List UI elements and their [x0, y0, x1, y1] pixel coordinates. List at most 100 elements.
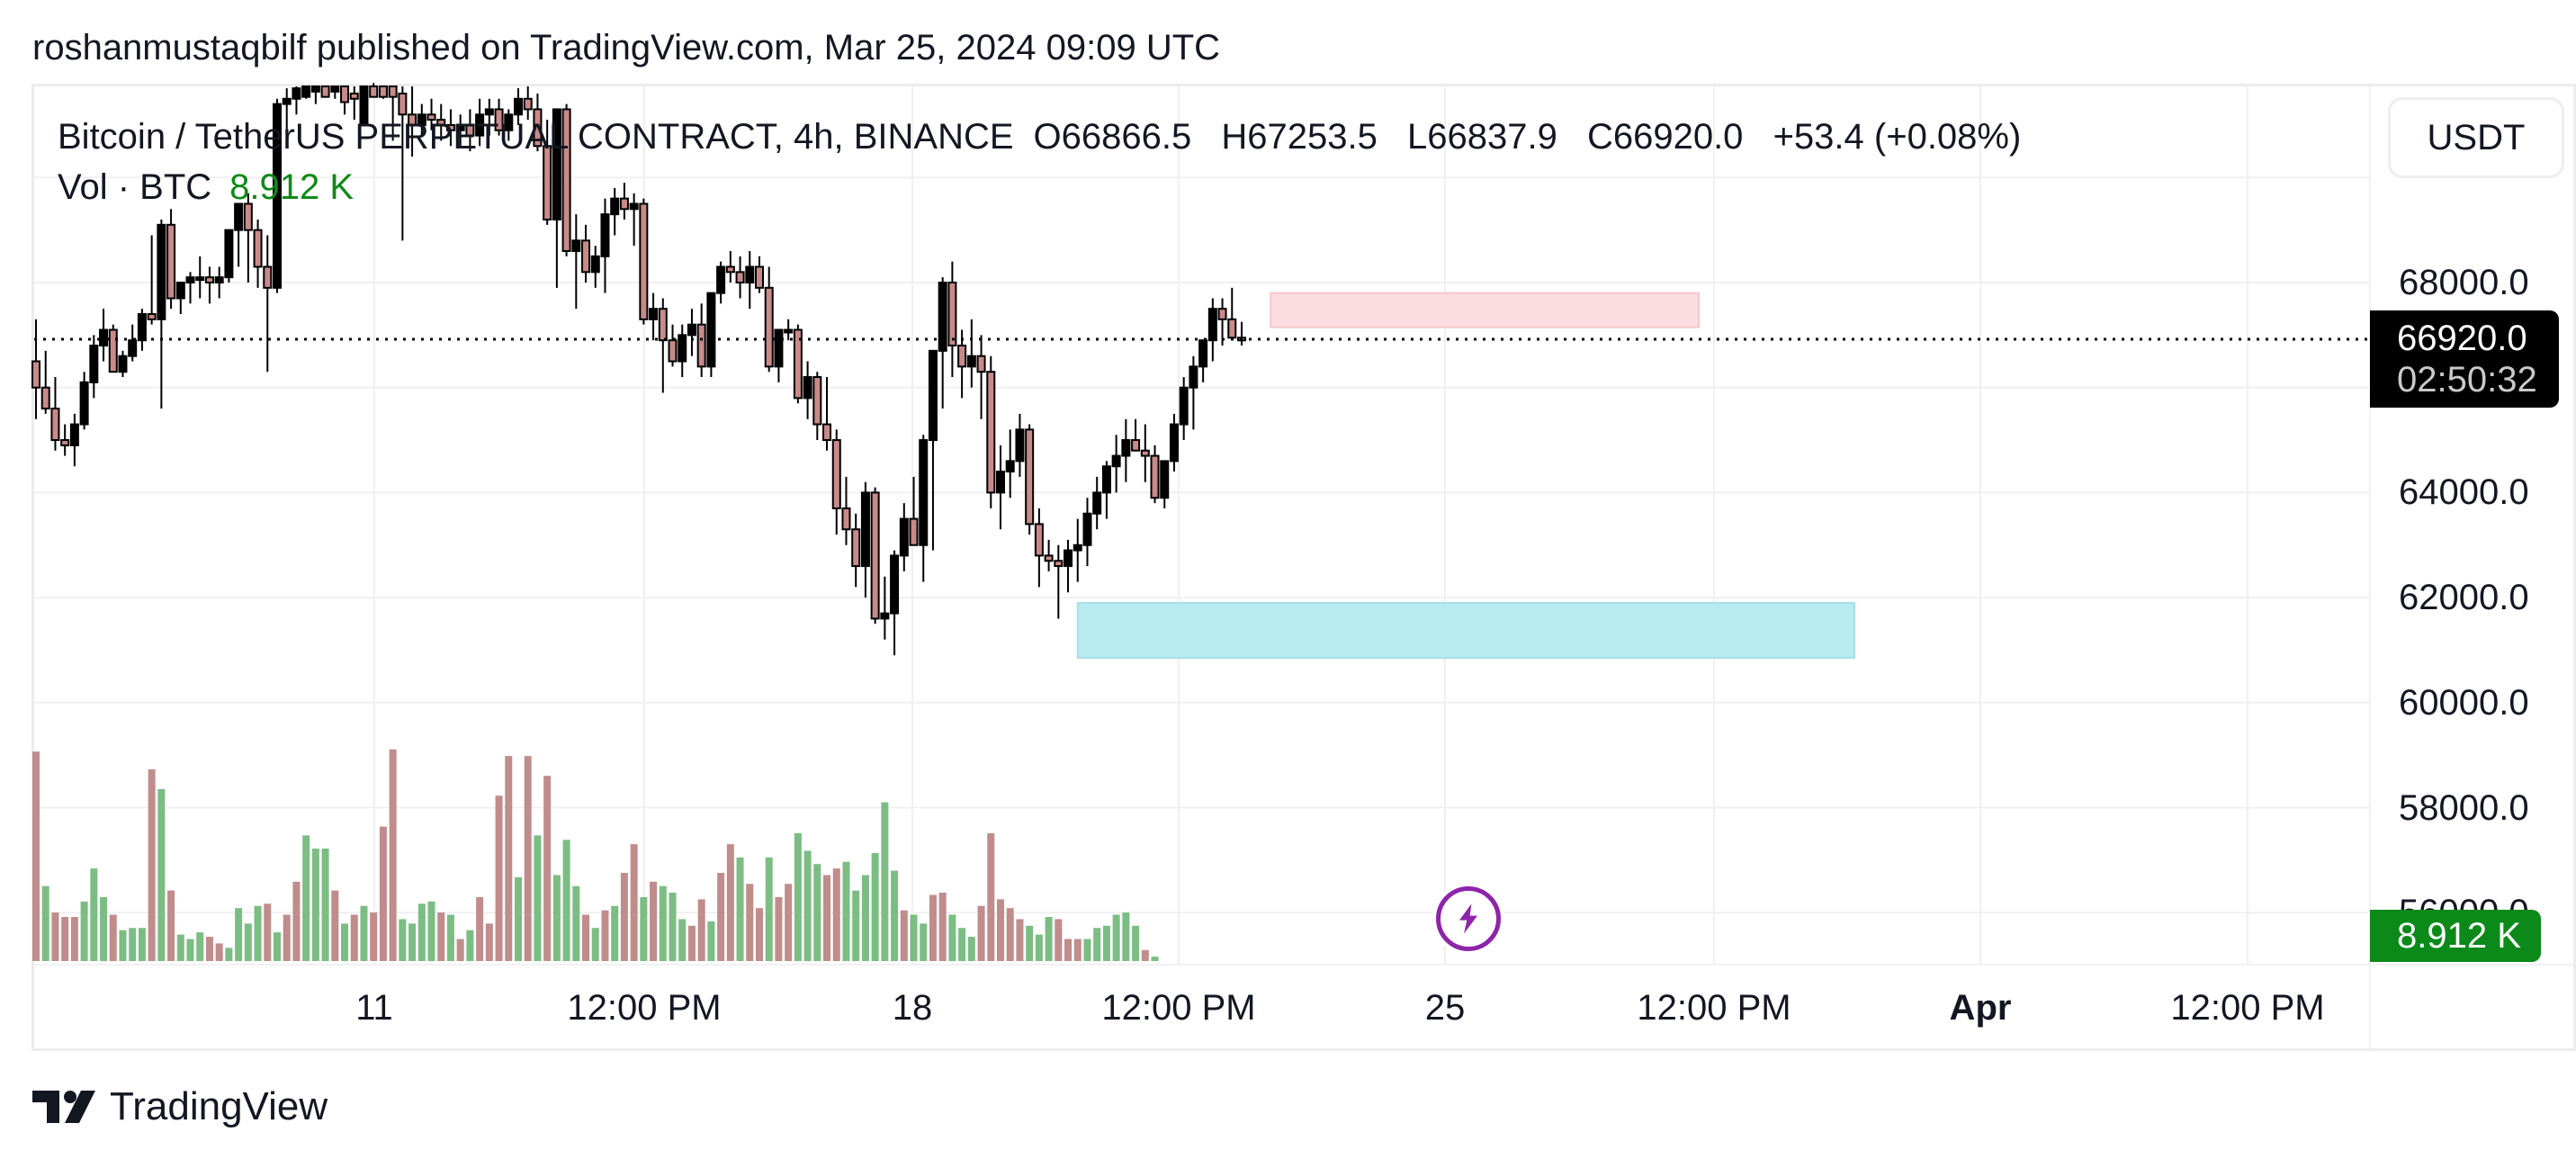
open-value: O66866.5	[1033, 117, 1192, 157]
time-tick: 12:00 PM	[1101, 988, 1256, 1028]
volume-bar	[910, 914, 918, 961]
candle-down	[349, 92, 359, 100]
candle-up	[157, 223, 166, 320]
volume-bar	[891, 870, 899, 961]
volume-bar	[505, 756, 513, 961]
candle-down	[40, 386, 50, 410]
candle-down	[320, 85, 330, 98]
candle-up	[1073, 544, 1082, 552]
candle-up	[774, 328, 784, 368]
candle-down	[986, 371, 996, 494]
volume-bar	[794, 832, 802, 961]
volume-bar	[756, 908, 763, 961]
candle-up	[1198, 339, 1208, 368]
volume-bar	[785, 884, 793, 961]
volume-bar	[341, 923, 349, 961]
candle-down	[812, 376, 822, 426]
time-tick: 12:00 PM	[567, 988, 722, 1028]
candle-down	[398, 92, 408, 116]
candle-up	[273, 103, 282, 289]
volume-bar	[997, 899, 1004, 961]
symbol-name[interactable]: Bitcoin / TetherUS PERPETUAL CONTRACT, 4…	[58, 117, 1014, 157]
candle-up	[745, 265, 755, 283]
candle-up	[175, 282, 185, 300]
volume-bar	[321, 849, 329, 961]
high-value: H67253.5	[1221, 117, 1378, 157]
volume-bar	[1073, 939, 1082, 961]
candle-up	[1005, 460, 1015, 473]
volume-bar	[659, 885, 667, 961]
volume-bar	[958, 928, 966, 961]
candle-down	[436, 119, 446, 126]
published-caption: roshanmustaqbilf published on TradingVie…	[32, 28, 1221, 67]
volume-bar	[1083, 939, 1091, 961]
volume-bar	[370, 912, 378, 961]
symbol-legend: Bitcoin / TetherUS PERPETUAL CONTRACT, 4…	[58, 115, 2021, 158]
volume-bar	[524, 756, 532, 961]
candle-up	[552, 108, 561, 220]
candle-up	[803, 376, 812, 400]
candle-down	[543, 145, 552, 220]
volume-bar	[389, 749, 397, 961]
candle-down	[735, 271, 745, 283]
volume-bar	[775, 896, 783, 961]
volume-bar	[408, 923, 417, 961]
volume-bar	[1006, 908, 1014, 961]
volume-bar	[186, 939, 194, 961]
volume-bar	[90, 868, 98, 961]
candle-down	[668, 339, 678, 363]
price-tick: 64000.0	[2399, 472, 2529, 513]
candle-up	[475, 113, 485, 137]
candle-down	[561, 108, 571, 252]
candle-down	[764, 286, 774, 368]
candle-down	[822, 423, 832, 442]
candle-up	[966, 355, 976, 368]
candle-down	[793, 328, 803, 400]
price-tick: 58000.0	[2399, 787, 2529, 828]
candle-up	[1160, 460, 1170, 499]
tradingview-logo[interactable]: TradingView	[32, 1084, 328, 1129]
volume-bar	[302, 835, 310, 961]
volume-bar	[311, 849, 319, 961]
candle-up	[1189, 365, 1198, 389]
chart-frame	[31, 84, 2576, 1051]
candle-down	[108, 328, 118, 373]
candle-down	[1131, 439, 1141, 452]
candle-up	[89, 345, 99, 383]
candle-down	[1044, 554, 1054, 562]
volume-bar	[650, 881, 658, 961]
candle-up	[504, 113, 514, 131]
volume-bar	[620, 873, 628, 961]
volume-bar	[813, 864, 821, 961]
candle-down	[696, 323, 706, 368]
candle-up	[590, 255, 600, 274]
volume-bar	[225, 948, 233, 961]
candle-up	[1111, 454, 1121, 468]
lightning-icon	[1459, 903, 1477, 934]
candle-up	[1064, 549, 1073, 568]
volume-bar	[938, 893, 947, 961]
candle-up	[1169, 423, 1179, 463]
volume-bar	[881, 802, 889, 961]
flash-button[interactable]	[1436, 886, 1501, 951]
volume-bar	[446, 914, 454, 961]
close-value: C66920.0	[1586, 117, 1744, 157]
candle-down	[831, 439, 841, 509]
time-tick: 12:00 PM	[2170, 988, 2325, 1028]
candle-down	[50, 408, 60, 442]
candle-down	[408, 113, 417, 126]
candle-down	[1025, 428, 1035, 526]
candle-down	[533, 108, 543, 148]
candle-down	[1034, 523, 1044, 557]
volume-bar	[399, 919, 407, 961]
currency-button[interactable]: USDT	[2388, 97, 2564, 178]
volume-indicator-name[interactable]: Vol · BTC	[58, 167, 212, 207]
candle-up	[310, 85, 320, 93]
volume-bar	[427, 901, 435, 961]
volume-bar	[1093, 928, 1101, 961]
volume-bar	[1016, 919, 1024, 961]
time-tick: 18	[892, 988, 933, 1028]
candle-down	[378, 85, 388, 98]
candle-up	[880, 612, 890, 620]
